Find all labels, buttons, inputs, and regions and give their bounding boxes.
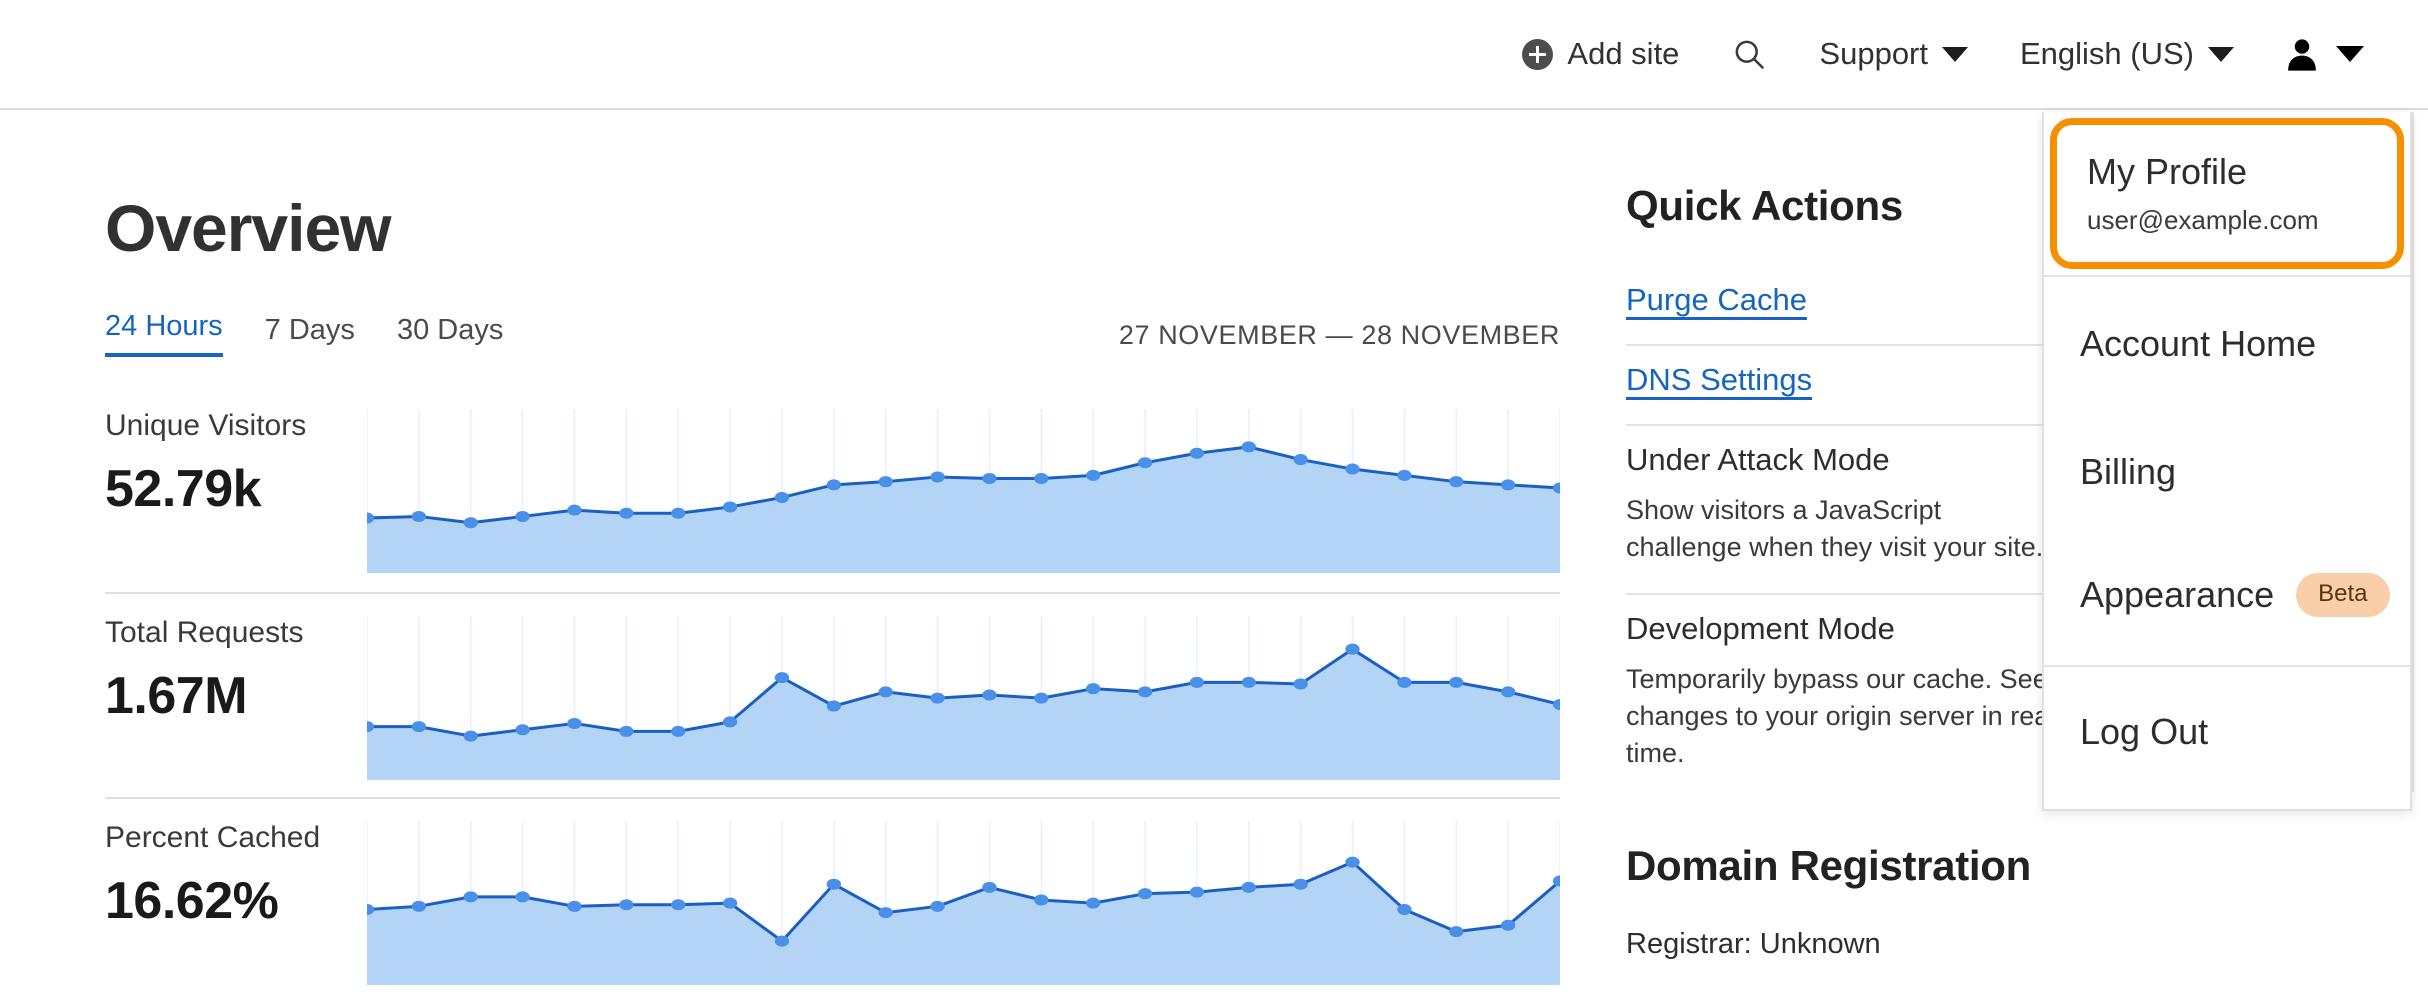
- metric-summary: Percent Cached 16.62%: [105, 799, 367, 931]
- area-chart-svg: [367, 395, 1560, 573]
- quick-action-under-attack-mode[interactable]: Under Attack Mode Show visitors a JavaSc…: [1626, 424, 2056, 593]
- side-panel: Quick Actions Purge Cache DNS Settings U…: [1626, 110, 2186, 961]
- metric-label: Unique Visitors: [105, 409, 307, 442]
- timerange-tabs: 24 Hours 7 Days 30 Days 27 NOVEMBER — 28…: [105, 310, 1560, 357]
- account-menu-button[interactable]: [2260, 36, 2390, 72]
- support-label: Support: [1819, 36, 1928, 71]
- metric-label: Total Requests: [105, 616, 304, 649]
- tab-7-days[interactable]: 7 Days: [264, 314, 355, 346]
- menu-item-log-out[interactable]: Log Out: [2044, 665, 2410, 809]
- dropdown-right-edge: [2412, 112, 2428, 792]
- metric-value: 52.79k: [105, 460, 262, 518]
- appearance-label: Appearance: [2080, 574, 2275, 615]
- tab-30-days[interactable]: 30 Days: [396, 314, 504, 346]
- chevron-down-icon: [2336, 46, 2364, 62]
- dns-settings-link[interactable]: DNS Settings: [1626, 362, 1813, 397]
- search-button[interactable]: [1705, 36, 1793, 72]
- development-mode-description: Temporarily bypass our cache. See change…: [1626, 663, 2056, 769]
- page-title: Overview: [105, 191, 392, 265]
- metric-summary: Unique Visitors 52.79k: [105, 387, 367, 519]
- development-mode-label: Development Mode: [1626, 610, 1895, 646]
- language-menu[interactable]: English (US): [1994, 36, 2260, 72]
- menu-item-my-profile[interactable]: My Profile user@example.com: [2050, 118, 2404, 269]
- language-label: English (US): [2020, 36, 2194, 71]
- menu-item-billing[interactable]: Billing: [2044, 411, 2410, 533]
- metric-row: Percent Cached 16.62%: [105, 797, 1560, 1002]
- domain-registration-block: Domain Registration Registrar: Unknown: [1626, 842, 2186, 961]
- chart-percent-cached[interactable]: [367, 799, 1560, 985]
- metric-list: Unique Visitors 52.79k Total Requests 1.…: [105, 387, 1560, 1002]
- my-profile-label: My Profile: [2087, 151, 2248, 192]
- quick-action-purge-cache[interactable]: Purge Cache: [1626, 266, 2056, 344]
- area-chart-svg: [367, 807, 1560, 985]
- add-site-button[interactable]: Add site: [1496, 36, 1705, 72]
- area-chart-svg: [367, 602, 1560, 780]
- chevron-down-icon: [2208, 46, 2234, 62]
- quick-actions-list: Purge Cache DNS Settings Under Attack Mo…: [1626, 266, 2056, 798]
- domain-registration-title: Domain Registration: [1626, 842, 2032, 890]
- chart-unique-visitors[interactable]: [367, 387, 1560, 573]
- search-icon: [1735, 40, 1765, 69]
- beta-badge: Beta: [2296, 573, 2390, 617]
- under-attack-mode-label: Under Attack Mode: [1626, 442, 1890, 477]
- tab-24-hours[interactable]: 24 Hours: [105, 310, 223, 357]
- add-site-label: Add site: [1567, 36, 1680, 71]
- metric-value: 1.67M: [105, 667, 248, 725]
- under-attack-mode-description: Show visitors a JavaScript challenge whe…: [1626, 495, 2044, 563]
- header-actions: Add site Support English (US): [1496, 36, 2428, 72]
- menu-item-account-home[interactable]: Account Home: [2044, 275, 2410, 411]
- quick-actions-title: Quick Actions: [1626, 182, 1903, 229]
- metric-row: Total Requests 1.67M: [105, 592, 1560, 797]
- top-header: Add site Support English (US): [0, 0, 2428, 110]
- purge-cache-link[interactable]: Purge Cache: [1626, 282, 1807, 317]
- quick-action-development-mode[interactable]: Development Mode Temporarily bypass our …: [1626, 592, 2056, 799]
- registrar-line: Registrar: Unknown: [1626, 928, 1881, 961]
- overview-panel: Overview 24 Hours 7 Days 30 Days 27 NOVE…: [0, 110, 1600, 1002]
- chevron-down-icon: [1942, 46, 1968, 62]
- date-range-label: 27 NOVEMBER — 28 NOVEMBER: [1118, 320, 1560, 350]
- billing-label: Billing: [2080, 451, 2177, 492]
- menu-item-appearance[interactable]: Appearance Beta: [2044, 533, 2410, 665]
- appearance-row: Appearance Beta: [2080, 573, 2390, 617]
- chart-total-requests[interactable]: [367, 594, 1560, 780]
- support-menu[interactable]: Support: [1793, 36, 1994, 72]
- my-profile-email: user@example.com: [2087, 205, 2319, 235]
- account-dropdown-menu: My Profile user@example.com Account Home…: [2042, 112, 2412, 811]
- metric-summary: Total Requests 1.67M: [105, 594, 367, 726]
- metric-row: Unique Visitors 52.79k: [105, 387, 1560, 592]
- plus-circle-icon: [1522, 38, 1554, 70]
- metric-value: 16.62%: [105, 872, 279, 930]
- log-out-label: Log Out: [2080, 711, 2209, 752]
- quick-action-dns-settings[interactable]: DNS Settings: [1626, 344, 2056, 424]
- account-home-label: Account Home: [2080, 323, 2317, 364]
- metric-label: Percent Cached: [105, 821, 321, 854]
- person-icon: [2288, 39, 2316, 71]
